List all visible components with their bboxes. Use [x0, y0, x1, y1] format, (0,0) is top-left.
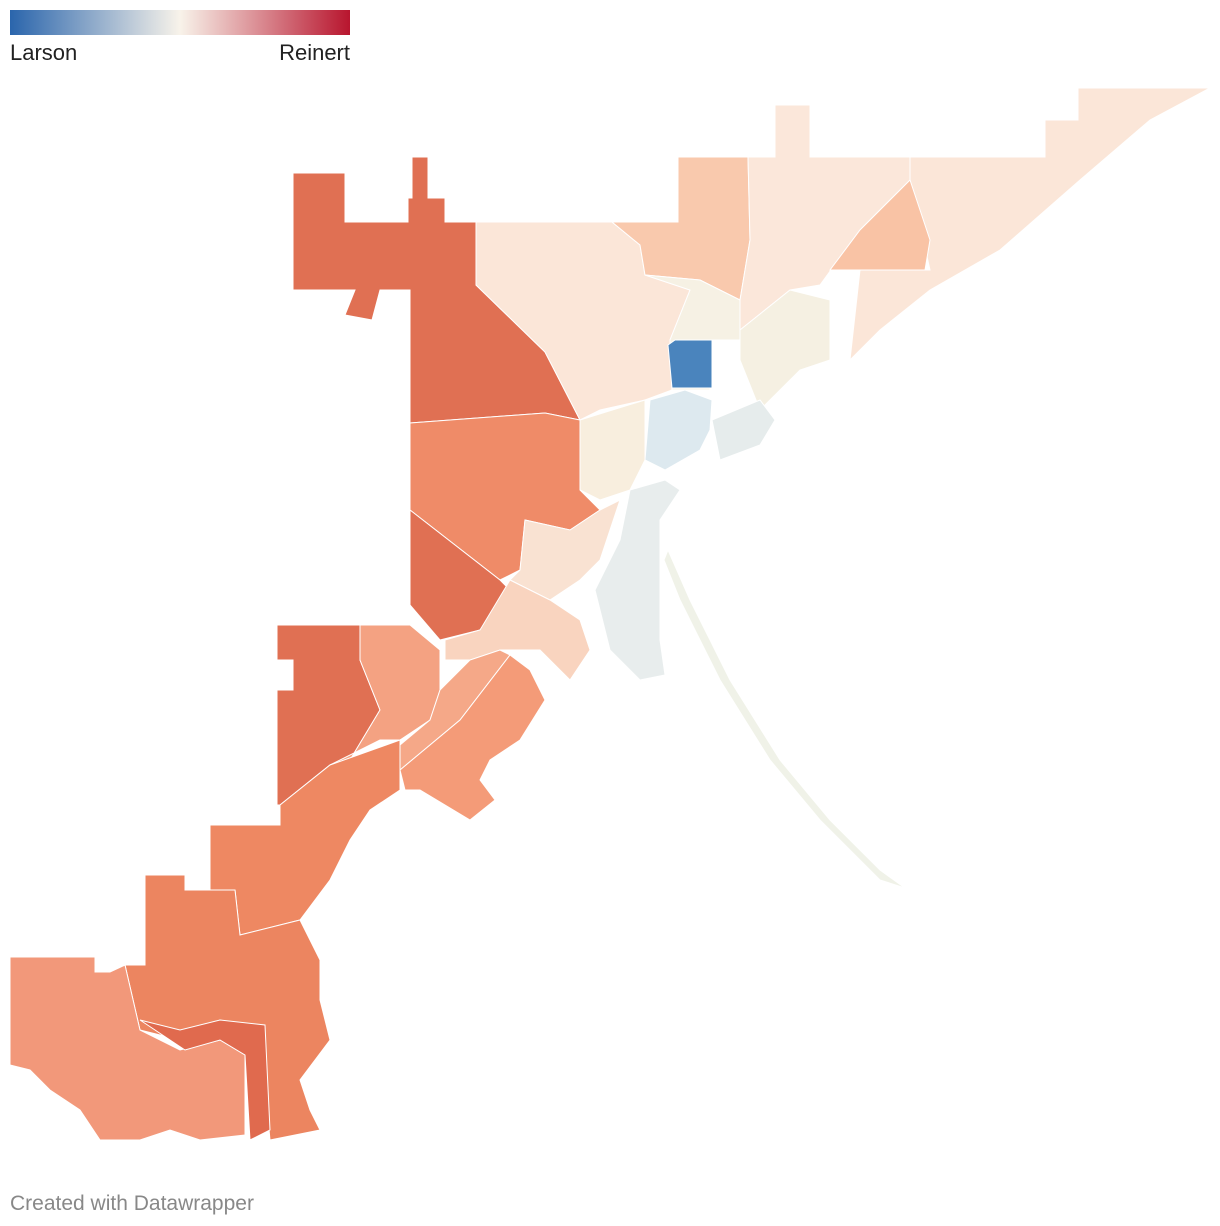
- region: [444, 579, 591, 681]
- region: [667, 339, 713, 389]
- region: [663, 548, 906, 889]
- region: [644, 389, 713, 471]
- region: [139, 1019, 271, 1141]
- regions: [9, 87, 1211, 1141]
- region: [829, 179, 931, 271]
- footer: Created with Datawrapper: [10, 1192, 254, 1215]
- region: [594, 479, 681, 681]
- legend-left-label: Larson: [10, 40, 77, 65]
- region: [711, 399, 776, 461]
- region: [9, 956, 246, 1141]
- region: [124, 874, 331, 1141]
- region: [739, 289, 831, 411]
- region: [509, 499, 621, 601]
- legend-right-label: Reinert: [279, 40, 350, 65]
- region: [329, 624, 441, 766]
- legend-gradient: [10, 10, 350, 35]
